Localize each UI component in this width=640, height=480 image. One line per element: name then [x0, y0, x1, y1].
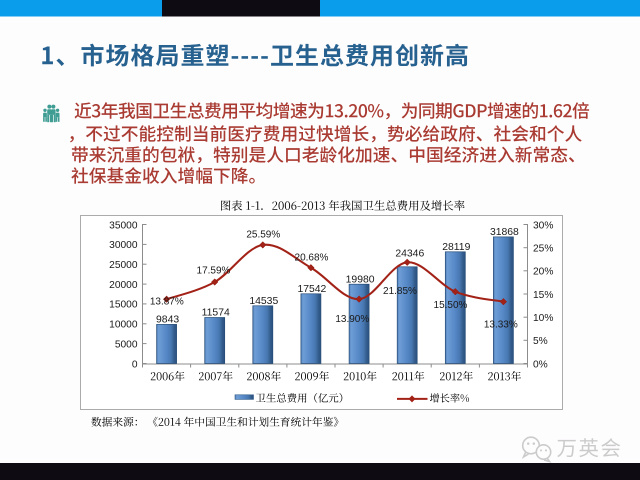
svg-text:19980: 19980	[346, 274, 375, 285]
svg-text:28119: 28119	[442, 242, 470, 253]
svg-text:11574: 11574	[202, 308, 230, 319]
svg-text:15000: 15000	[109, 300, 138, 311]
svg-text:17.59%: 17.59%	[197, 265, 231, 276]
svg-text:10000: 10000	[109, 320, 138, 331]
svg-text:0%: 0%	[533, 359, 548, 370]
svg-text:13.90%: 13.90%	[335, 314, 369, 325]
svg-text:5000: 5000	[115, 339, 138, 350]
svg-text:20%: 20%	[533, 267, 553, 278]
svg-text:35000: 35000	[109, 220, 138, 231]
svg-text:5%: 5%	[533, 336, 548, 347]
svg-text:10%: 10%	[533, 313, 553, 324]
svg-text:17542: 17542	[297, 284, 326, 295]
svg-text:13.33%: 13.33%	[484, 319, 518, 330]
svg-text:25000: 25000	[109, 260, 138, 271]
svg-text:24346: 24346	[395, 248, 424, 259]
svg-text:20.68%: 20.68%	[295, 252, 329, 263]
svg-text:14535: 14535	[249, 296, 278, 307]
svg-text:21.85%: 21.85%	[383, 286, 417, 297]
svg-text:0: 0	[132, 359, 138, 370]
svg-text:25%: 25%	[533, 244, 553, 255]
svg-text:30%: 30%	[533, 220, 553, 231]
svg-text:15.50%: 15.50%	[434, 300, 468, 311]
svg-text:31868: 31868	[490, 227, 519, 238]
svg-text:13.87%: 13.87%	[150, 297, 184, 308]
svg-text:25.59%: 25.59%	[246, 229, 280, 240]
svg-text:30000: 30000	[109, 240, 138, 251]
svg-text:9843: 9843	[156, 315, 179, 326]
svg-text:15%: 15%	[533, 290, 553, 301]
svg-text:20000: 20000	[109, 280, 138, 291]
